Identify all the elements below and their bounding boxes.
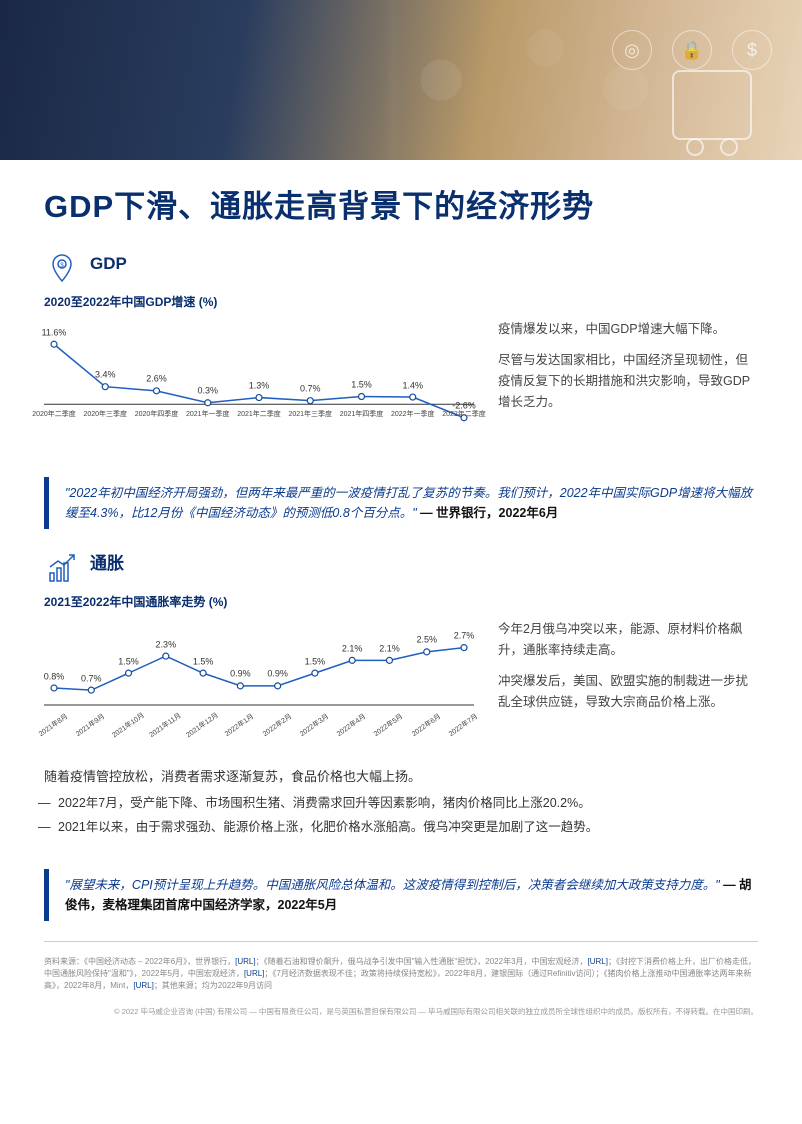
disclaimer: © 2022 毕马威企业咨询 (中国) 有限公司 — 中国有限责任公司，是与英国… xyxy=(0,1000,802,1035)
source-url: [URL] xyxy=(133,981,153,990)
inflation-chart-title: 2021至2022年中国通胀率走势 (%) xyxy=(44,593,758,611)
hero-dollar-icon: $ xyxy=(732,30,772,70)
chart-value-label: 2.6% xyxy=(146,373,167,387)
gdp-map-pin-icon: $ xyxy=(44,251,80,287)
chart-axis-label: 2020年二季度 xyxy=(32,410,76,421)
chart-value-label: 1.3% xyxy=(249,380,270,394)
chart-value-label: 0.7% xyxy=(300,383,321,397)
shopping-cart-icon xyxy=(672,70,752,140)
bullet-item: 2021年以来，由于需求强劲、能源价格上涨，化肥价格水涨船高。俄乌冲突更是加剧了… xyxy=(58,816,758,840)
hero-banner: ◎ 🔒 $ xyxy=(0,0,802,160)
gdp-paragraph: 尽管与发达国家相比，中国经济呈现韧性，但疫情反复下的长期措施和洪灾影响，导致GD… xyxy=(498,350,758,414)
inflation-bullets: 2022年7月，受产能下降、市场囤积生猪、消费需求回升等因素影响，猪肉价格同比上… xyxy=(0,792,802,850)
chart-axis-label: 2021年三季度 xyxy=(288,410,332,421)
chart-axis-label: 2020年三季度 xyxy=(83,410,127,421)
inflation-line-chart: 0.8% 0.7% 1.5% 2.3% 1.5% 0.9% 0.9% 1.5% 2.1% 2.1%… xyxy=(44,619,474,751)
chart-axis-label: 2020年四季度 xyxy=(135,410,179,421)
chart-value-label: 1.5% xyxy=(193,655,214,669)
chart-value-label: 0.3% xyxy=(197,385,218,399)
gdp-quote-text: "2022年初中国经济开局强劲，但两年来最严重的一波疫情打乱了复苏的节奏。我们预… xyxy=(65,486,752,520)
hero-circle-icon: ◎ xyxy=(612,30,652,70)
chart-value-label: 2.5% xyxy=(416,634,437,648)
chart-value-label: 0.8% xyxy=(44,670,65,684)
source-url: [URL] xyxy=(235,957,255,966)
bullet-item: 2022年7月，受产能下降、市场囤积生猪、消费需求回升等因素影响，猪肉价格同比上… xyxy=(58,792,758,816)
chart-axis-label: 2021年二季度 xyxy=(237,410,281,421)
inflation-quote: "展望未来，CPI预计呈现上升趋势。中国通胀风险总体温和。这波疫情得到控制后，决… xyxy=(44,869,758,921)
gdp-label: GDP xyxy=(90,251,127,277)
chart-axis-label: 2021年四季度 xyxy=(340,410,384,421)
page-title: GDP下滑、通胀走高背景下的经济形势 xyxy=(44,184,758,231)
gdp-quote: "2022年初中国经济开局强劲，但两年来最严重的一波疫情打乱了复苏的节奏。我们预… xyxy=(44,477,758,529)
sources-prefix: 资料来源： xyxy=(44,957,84,966)
chart-value-label: 2.7% xyxy=(454,630,475,644)
source-url: [URL] xyxy=(588,957,608,966)
inflation-section: 通胀 2021至2022年中国通胀率走势 (%) 0.8% 0.7% 1.5% 2.3… xyxy=(0,541,802,755)
chart-value-label: 1.5% xyxy=(351,379,372,393)
chart-value-label: 11.6% xyxy=(42,326,67,340)
inflation-body: 随着疫情管控放松，消费者需求逐渐复苏，食品价格也大幅上扬。 xyxy=(0,755,802,792)
gdp-section: $ GDP 2020至2022年中国GDP增速 (%) 11.6% 3.4% 2.6… xyxy=(0,241,802,461)
chart-value-label: 0.7% xyxy=(81,672,102,686)
gdp-paragraph: 疫情爆发以来，中国GDP增速大幅下降。 xyxy=(498,319,758,340)
hero-lock-icon: 🔒 xyxy=(672,30,712,70)
chart-value-label: 0.9% xyxy=(267,668,288,682)
gdp-line-chart: 11.6%3.4%2.6%0.3%1.3%0.7%1.5%1.4%-2.6%20… xyxy=(44,319,474,457)
sources-footnote: 资料来源：《中国经济动态 – 2022年6月》，世界银行，[URL]；《随着石油… xyxy=(44,941,758,1000)
chart-axis-label: 2022年一季度 xyxy=(391,410,435,421)
chart-axis-label: 2021年一季度 xyxy=(186,410,230,421)
source-url: [URL] xyxy=(244,969,264,978)
chart-value-label: 1.5% xyxy=(118,655,139,669)
inflation-paragraph: 冲突爆发后，美国、欧盟实施的制裁进一步扰乱全球供应链，导致大宗商品价格上涨。 xyxy=(498,671,758,714)
chart-value-label: 3.4% xyxy=(95,369,116,383)
gdp-quote-attrib: — 世界银行，2022年6月 xyxy=(420,506,558,520)
chart-value-label: 2.1% xyxy=(342,642,363,656)
gdp-chart-title: 2020至2022年中国GDP增速 (%) xyxy=(44,293,758,311)
chart-value-label: 2.1% xyxy=(379,642,400,656)
chart-axis-label: 2022年二季度 xyxy=(442,410,486,421)
inflation-quote-text: "展望未来，CPI预计呈现上升趋势。中国通胀风险总体温和。这波疫情得到控制后，决… xyxy=(65,878,720,892)
inflation-chart-up-icon xyxy=(44,551,80,587)
inflation-paragraph: 今年2月俄乌冲突以来，能源、原材料价格飙升，通胀率持续走高。 xyxy=(498,619,758,662)
chart-value-label: 2.3% xyxy=(156,638,177,652)
inflation-label: 通胀 xyxy=(90,551,124,577)
chart-value-label: 1.4% xyxy=(402,379,423,393)
chart-value-label: 0.9% xyxy=(230,668,251,682)
chart-value-label: 1.5% xyxy=(305,655,326,669)
inflation-text: 今年2月俄乌冲突以来，能源、原材料价格飙升，通胀率持续走高。 冲突爆发后，美国、… xyxy=(498,619,758,724)
gdp-text: 疫情爆发以来，中国GDP增速大幅下降。 尽管与发达国家相比，中国经济呈现韧性，但… xyxy=(498,319,758,424)
